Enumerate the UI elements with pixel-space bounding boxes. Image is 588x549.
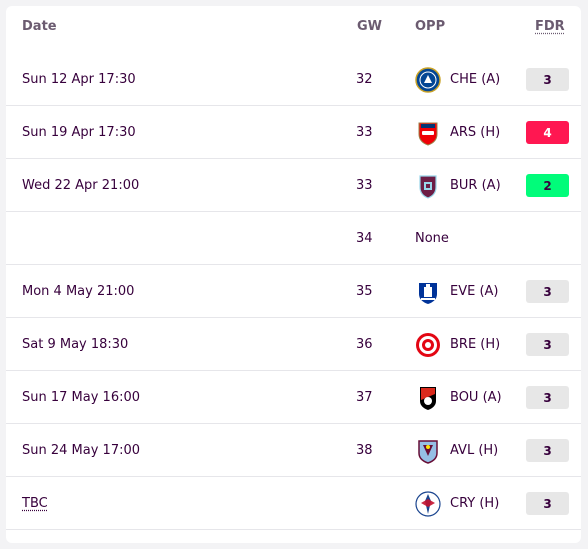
fixture-opponent: ARS (H) (450, 125, 501, 140)
fdr-badge: 3 (526, 68, 569, 91)
fixture-gameweek: 34 (356, 231, 373, 246)
fixture-row: 34 None (6, 212, 581, 265)
fixture-date: Sun 24 May 17:00 (22, 443, 141, 458)
everton-crest-icon (415, 279, 441, 305)
fdr-badge: 3 (526, 333, 569, 356)
fixture-row: Sun 17 May 16:00 37 BOU (A) 3 (6, 371, 581, 424)
fixture-gameweek: 33 (356, 125, 373, 140)
fdr-badge: 3 (526, 280, 569, 303)
fixture-date[interactable]: TBC (22, 496, 48, 511)
fixture-gameweek: 32 (356, 72, 373, 87)
fixture-gameweek: 33 (356, 178, 373, 193)
fixture-row: TBC CRY (H) 3 (6, 477, 581, 530)
fixture-opponent: BRE (H) (450, 337, 501, 352)
fdr-badge: 3 (526, 386, 569, 409)
arsenal-crest-icon (415, 120, 441, 146)
chelsea-crest-icon (415, 67, 441, 93)
aston-villa-crest-icon (415, 438, 441, 464)
fixture-opponent: AVL (H) (450, 443, 499, 458)
fixture-date: Sat 9 May 18:30 (22, 337, 129, 352)
fixture-opponent: CRY (H) (450, 496, 500, 511)
fixture-date: Wed 22 Apr 21:00 (22, 178, 140, 193)
crystal-palace-crest-icon (415, 491, 441, 517)
fixture-row: Wed 22 Apr 21:00 33 BUR (A) 2 (6, 159, 581, 212)
fixture-row: Mon 4 May 21:00 35 EVE (A) 3 (6, 265, 581, 318)
fixture-date: Sun 12 Apr 17:30 (22, 72, 136, 87)
fixture-opponent: BOU (A) (450, 390, 502, 405)
fixture-gameweek: 36 (356, 337, 373, 352)
fdr-badge: 3 (526, 439, 569, 462)
column-header-gw[interactable]: GW (357, 19, 383, 34)
fixture-date: Sun 19 Apr 17:30 (22, 125, 136, 140)
fixtures-card: Date GW OPP FDR Sun 12 Apr 17:30 32 CHE (A… (6, 6, 581, 543)
column-header-opp[interactable]: OPP (415, 19, 446, 34)
fdr-badge: 3 (526, 492, 569, 515)
fixture-row: Sun 12 Apr 17:30 32 CHE (A) 3 (6, 53, 581, 106)
fixture-row: Sun 19 Apr 17:30 33 ARS (H) 4 (6, 106, 581, 159)
fixture-row: Sat 9 May 18:30 36 BRE (H) 3 (6, 318, 581, 371)
fixture-opponent: BUR (A) (450, 178, 501, 193)
fdr-badge: 2 (526, 174, 569, 197)
bournemouth-crest-icon (415, 385, 441, 411)
fdr-badge: 4 (526, 121, 569, 144)
fixture-opponent: EVE (A) (450, 284, 499, 299)
fixture-date: Mon 4 May 21:00 (22, 284, 135, 299)
fixtures-list: Sun 12 Apr 17:30 32 CHE (A) 3 Sun 19 Apr 17:… (6, 53, 581, 530)
fixture-gameweek: 37 (356, 390, 373, 405)
fixture-row: Sun 24 May 17:00 38 AVL (H) 3 (6, 424, 581, 477)
brentford-crest-icon (415, 332, 441, 358)
fixture-opponent: CHE (A) (450, 72, 501, 87)
fixture-gameweek: 38 (356, 443, 373, 458)
table-header: Date GW OPP FDR (6, 6, 581, 46)
fixture-opponent: None (415, 231, 449, 246)
column-header-fdr[interactable]: FDR (535, 19, 565, 34)
column-header-date[interactable]: Date (22, 19, 57, 34)
fixture-gameweek: 35 (356, 284, 373, 299)
fixture-date: Sun 17 May 16:00 (22, 390, 141, 405)
burnley-crest-icon (415, 173, 441, 199)
